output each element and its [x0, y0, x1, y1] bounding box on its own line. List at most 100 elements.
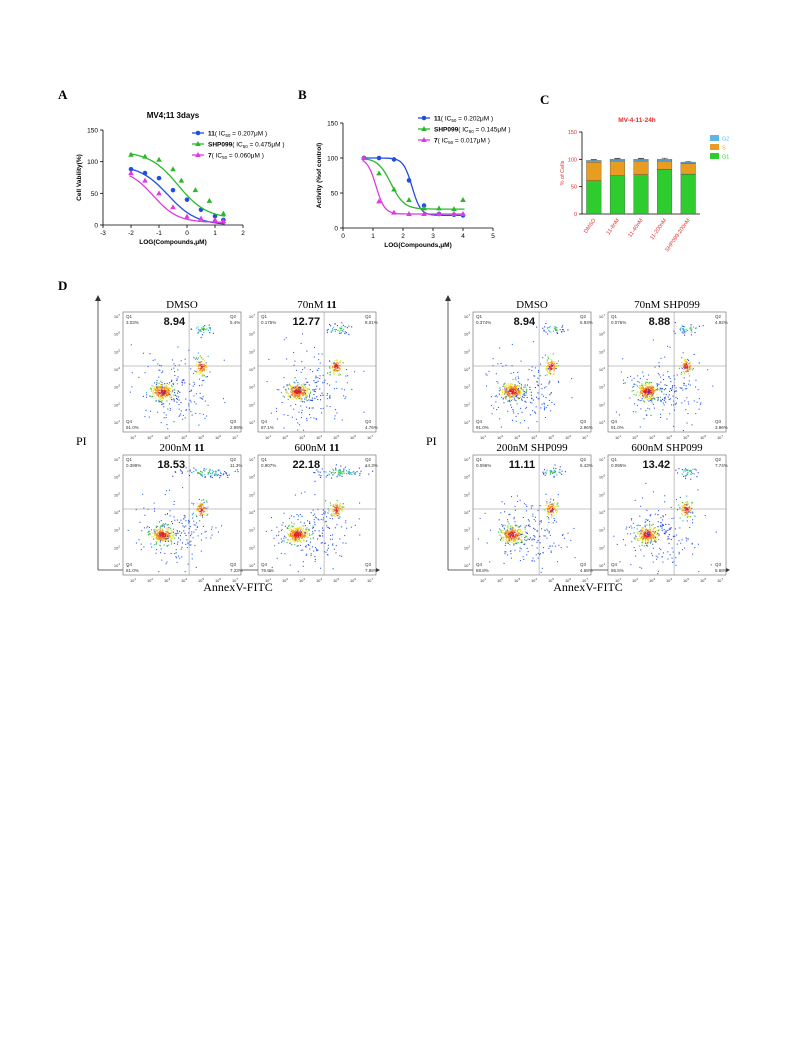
event-dot	[549, 545, 551, 547]
event-dot	[193, 357, 195, 359]
event-dot	[507, 394, 509, 396]
legend-swatch-s	[710, 144, 719, 150]
event-dot	[177, 390, 179, 392]
event-dot	[557, 332, 559, 334]
event-dot	[649, 393, 651, 395]
x-tick-label: 106	[215, 577, 221, 583]
event-dot	[507, 394, 509, 396]
event-dot	[286, 358, 288, 360]
event-dot	[640, 533, 642, 535]
event-dot	[283, 427, 285, 429]
event-dot	[685, 359, 687, 361]
event-dot	[688, 363, 690, 365]
event-dot	[505, 391, 507, 393]
event-dot	[651, 534, 653, 536]
event-dot	[158, 389, 160, 391]
event-dot	[515, 385, 517, 387]
event-dot	[184, 358, 186, 360]
event-dot	[509, 394, 511, 396]
event-dot	[689, 361, 691, 363]
q3-value: 2.96%	[580, 425, 593, 430]
event-dot	[159, 396, 161, 398]
event-dot	[684, 504, 686, 506]
event-dot	[293, 392, 295, 394]
event-dot	[299, 387, 301, 389]
event-dot	[500, 426, 502, 428]
event-dot	[692, 512, 694, 514]
event-dot	[567, 532, 569, 534]
event-dot	[334, 515, 336, 517]
event-dot	[508, 539, 510, 541]
event-dot	[645, 385, 647, 387]
event-dot	[299, 393, 301, 395]
event-dot	[548, 399, 550, 401]
event-dot	[510, 389, 512, 391]
event-dot	[545, 362, 547, 364]
event-dot	[667, 371, 669, 373]
event-dot	[502, 537, 504, 539]
event-dot	[650, 536, 652, 538]
event-dot	[551, 360, 553, 362]
event-dot	[169, 387, 171, 389]
event-dot	[198, 371, 200, 373]
event-dot	[296, 514, 298, 516]
event-dot	[162, 398, 164, 400]
event-dot	[507, 542, 509, 544]
event-dot	[338, 331, 340, 333]
event-dot	[515, 388, 517, 390]
x-tick-label: 104	[316, 434, 322, 440]
x-tick-label: 105	[333, 577, 339, 583]
event-dot	[217, 469, 219, 471]
event-dot	[662, 402, 664, 404]
x-tick-label: 101	[265, 577, 271, 583]
event-dot	[303, 429, 305, 431]
event-dot	[271, 517, 273, 519]
event-dot	[293, 540, 295, 542]
bar-g2	[609, 159, 625, 162]
event-dot	[343, 506, 345, 508]
event-dot	[341, 475, 343, 477]
event-dot	[643, 418, 645, 420]
event-dot	[553, 518, 555, 520]
event-dot	[296, 534, 298, 536]
y-tick-label: 106	[464, 474, 470, 480]
event-dot	[507, 391, 509, 393]
event-dot	[204, 369, 206, 371]
event-dot	[641, 530, 643, 532]
event-dot	[297, 545, 299, 547]
event-dot	[202, 364, 204, 366]
event-dot	[156, 532, 158, 534]
event-dot	[556, 505, 558, 507]
event-dot	[290, 405, 292, 407]
event-dot	[336, 325, 338, 327]
x-tick-label: 101	[480, 434, 486, 440]
event-dot	[679, 508, 681, 510]
event-dot	[543, 408, 545, 410]
event-dot	[204, 417, 206, 419]
event-dot	[296, 388, 298, 390]
event-dot	[681, 513, 683, 515]
event-dot	[673, 375, 675, 377]
event-dot	[196, 526, 198, 528]
event-dot	[200, 470, 202, 472]
y-tick-label: 105	[114, 491, 120, 497]
event-dot	[171, 531, 173, 533]
event-dot	[193, 383, 195, 385]
event-dot	[522, 534, 524, 536]
event-dot	[540, 407, 542, 409]
event-dot	[334, 415, 336, 417]
data-point-7	[220, 218, 227, 224]
event-dot	[314, 513, 316, 515]
data-point-7	[156, 190, 162, 196]
event-dot	[170, 539, 172, 541]
event-dot	[330, 472, 332, 474]
event-dot	[295, 528, 297, 530]
event-dot	[163, 525, 165, 527]
event-dot	[636, 537, 638, 539]
event-dot	[171, 391, 173, 393]
q1-value: 0.907%	[261, 463, 276, 468]
event-dot	[684, 366, 686, 368]
event-dot	[649, 392, 651, 394]
event-dot	[656, 533, 658, 535]
event-dot	[165, 540, 167, 542]
